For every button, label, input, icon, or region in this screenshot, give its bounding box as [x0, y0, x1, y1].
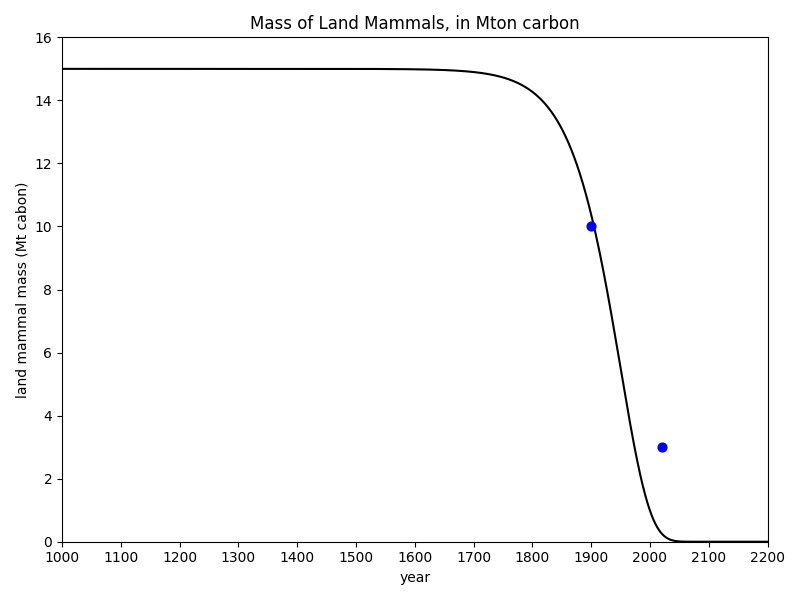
Point — [655, 442, 668, 452]
Point — [585, 221, 598, 231]
Title: Mass of Land Mammals, in Mton carbon: Mass of Land Mammals, in Mton carbon — [250, 15, 579, 33]
X-axis label: year: year — [399, 571, 430, 585]
Y-axis label: land mammal mass (Mt cabon): land mammal mass (Mt cabon) — [15, 181, 29, 398]
